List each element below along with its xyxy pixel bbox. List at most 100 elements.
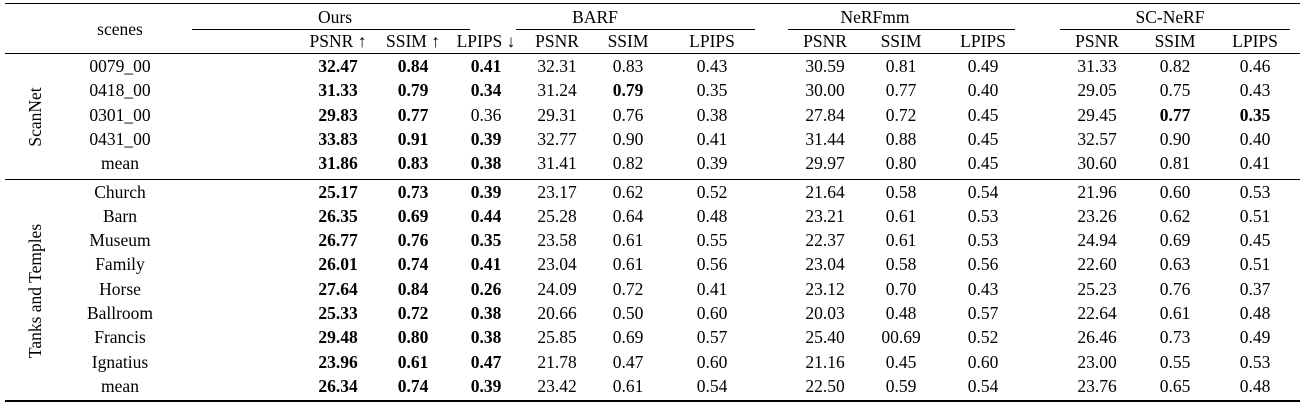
table-cell: 0.70: [885, 278, 917, 299]
table-rule: [5, 178, 1300, 180]
metric-header: PSNR ↑: [309, 31, 367, 51]
table-cell: 32.47: [318, 56, 358, 76]
table-cell: 0.79: [612, 80, 644, 101]
table-cell: 23.04: [805, 254, 845, 275]
table-cell: 0.76: [612, 104, 644, 125]
table-cell: 24.09: [537, 278, 577, 299]
scene-name: 0079_00: [89, 56, 151, 76]
table-cell: 0.61: [1159, 303, 1191, 323]
table-rule: [788, 29, 1015, 30]
table-cell: 23.58: [537, 230, 577, 251]
metric-header: SSIM: [607, 31, 649, 51]
table-cell: 25.28: [537, 205, 577, 226]
table-cell: 0.49: [967, 56, 999, 76]
scene-name: 0418_00: [89, 80, 151, 101]
table-cell: 0.39: [470, 128, 502, 149]
table-cell: 0.55: [1159, 351, 1191, 372]
table-cell: 21.78: [537, 351, 577, 372]
table-cell: 0.56: [696, 254, 728, 275]
table-cell: 23.21: [805, 205, 845, 226]
table-cell: 0.57: [967, 303, 999, 323]
table-cell: 33.83: [318, 128, 358, 149]
table-cell: 0.72: [612, 278, 644, 299]
table-cell: 0.62: [612, 181, 644, 202]
table-cell: 0.57: [696, 327, 728, 348]
table-cell: 32.31: [537, 56, 577, 76]
table-cell: 29.45: [1077, 104, 1117, 125]
table-cell: 0.75: [1159, 80, 1191, 101]
scene-name: Francis: [94, 327, 146, 348]
table-cell: 22.64: [1077, 303, 1117, 323]
table-cell: 29.97: [805, 153, 845, 174]
table-cell: 21.16: [805, 351, 845, 372]
table-cell: 23.00: [1077, 351, 1117, 372]
table-cell: 0.81: [1159, 153, 1191, 174]
table-cell: 31.86: [318, 153, 358, 174]
table-cell: 0.45: [885, 351, 917, 372]
table-cell: 0.61: [612, 375, 644, 396]
table-cell: 29.05: [1077, 80, 1117, 101]
table-cell: 23.42: [537, 375, 577, 396]
table-cell: 0.44: [470, 205, 502, 226]
table-cell: 0.50: [612, 303, 644, 323]
table-cell: 0.79: [397, 80, 429, 101]
table-cell: 0.45: [1239, 230, 1271, 251]
table-cell: 0.34: [470, 80, 502, 101]
table-cell: 00.69: [881, 327, 921, 348]
table-cell: 0.84: [397, 278, 429, 299]
table-cell: 26.35: [318, 205, 358, 226]
table-cell: 0.81: [885, 56, 917, 76]
table-cell: 0.53: [1239, 351, 1271, 372]
table-cell: 0.38: [470, 153, 502, 174]
table-cell: 0.73: [397, 181, 429, 202]
scene-name: 0301_00: [89, 104, 151, 125]
scene-name: Ballroom: [86, 303, 154, 323]
table-cell: 32.77: [537, 128, 577, 149]
table-cell: 0.82: [1159, 56, 1191, 76]
table-cell: 0.74: [397, 375, 429, 396]
table-cell: 0.76: [397, 230, 429, 251]
table-cell: 0.52: [696, 181, 728, 202]
scenes-header: scenes: [97, 19, 143, 39]
table-cell: 0.54: [967, 375, 999, 396]
table-cell: 0.54: [696, 375, 728, 396]
table-cell: 31.33: [1077, 56, 1117, 76]
method-header: BARF: [572, 7, 618, 27]
table-cell: 23.04: [537, 254, 577, 275]
table-cell: 0.26: [470, 278, 502, 299]
table-cell: 0.83: [612, 56, 644, 76]
table-cell: 22.50: [805, 375, 845, 396]
table-cell: 22.60: [1077, 254, 1117, 275]
scene-name: Museum: [89, 230, 151, 251]
table-cell: 0.69: [397, 205, 429, 226]
method-header: Ours: [317, 7, 353, 27]
table-cell: 30.59: [805, 56, 845, 76]
table-cell: 0.40: [1239, 128, 1271, 149]
table-cell: 0.39: [696, 153, 728, 174]
metric-header: SSIM: [880, 31, 922, 51]
table-cell: 25.85: [537, 327, 577, 348]
table-cell: 25.40: [805, 327, 845, 348]
table-cell: 0.37: [1239, 278, 1271, 299]
table-cell: 31.24: [537, 80, 577, 101]
metric-header: LPIPS: [960, 31, 1006, 51]
table-cell: 0.45: [967, 153, 999, 174]
table-cell: 0.61: [612, 230, 644, 251]
table-cell: 29.83: [318, 104, 358, 125]
table-cell: 27.64: [318, 278, 358, 299]
table-cell: 0.72: [397, 303, 429, 323]
table-cell: 29.48: [318, 327, 358, 348]
table-cell: 0.53: [1239, 181, 1271, 202]
table-cell: 26.01: [318, 254, 358, 275]
table-cell: 0.73: [1159, 327, 1191, 348]
scene-name: Family: [95, 254, 145, 275]
table-cell: 0.38: [470, 327, 502, 348]
table-cell: 0.39: [470, 181, 502, 202]
table-cell: 0.88: [885, 128, 917, 149]
table-cell: 0.41: [470, 56, 502, 76]
table-rule: [5, 53, 1300, 54]
table-cell: 26.77: [318, 230, 358, 251]
table-cell: 25.23: [1077, 278, 1117, 299]
table-cell: 27.84: [805, 104, 845, 125]
table-cell: 0.53: [967, 205, 999, 226]
